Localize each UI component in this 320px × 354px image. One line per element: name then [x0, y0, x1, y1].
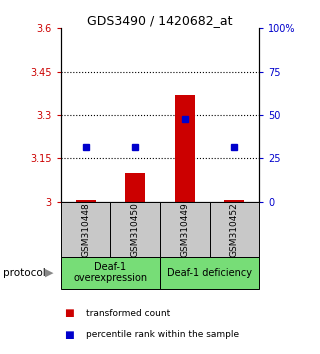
- Text: ■: ■: [64, 330, 74, 339]
- Bar: [225, 200, 244, 202]
- Text: Deaf-1 deficiency: Deaf-1 deficiency: [167, 268, 252, 278]
- Bar: [76, 200, 95, 202]
- Text: GSM310452: GSM310452: [230, 202, 239, 257]
- Text: Deaf-1
overexpression: Deaf-1 overexpression: [73, 262, 148, 284]
- Bar: [61, 202, 110, 257]
- Bar: [61, 257, 160, 289]
- Text: transformed count: transformed count: [86, 309, 171, 318]
- Text: GSM310449: GSM310449: [180, 202, 189, 257]
- Bar: [125, 173, 145, 202]
- Text: protocol: protocol: [3, 268, 46, 278]
- Text: percentile rank within the sample: percentile rank within the sample: [86, 330, 240, 339]
- Text: GSM310448: GSM310448: [81, 202, 90, 257]
- Title: GDS3490 / 1420682_at: GDS3490 / 1420682_at: [87, 14, 233, 27]
- Text: GSM310450: GSM310450: [131, 202, 140, 257]
- Text: ▶: ▶: [45, 268, 54, 278]
- Bar: [210, 202, 259, 257]
- Bar: [160, 202, 210, 257]
- Text: ■: ■: [64, 308, 74, 318]
- Bar: [110, 202, 160, 257]
- Bar: [175, 95, 195, 202]
- Bar: [160, 257, 259, 289]
